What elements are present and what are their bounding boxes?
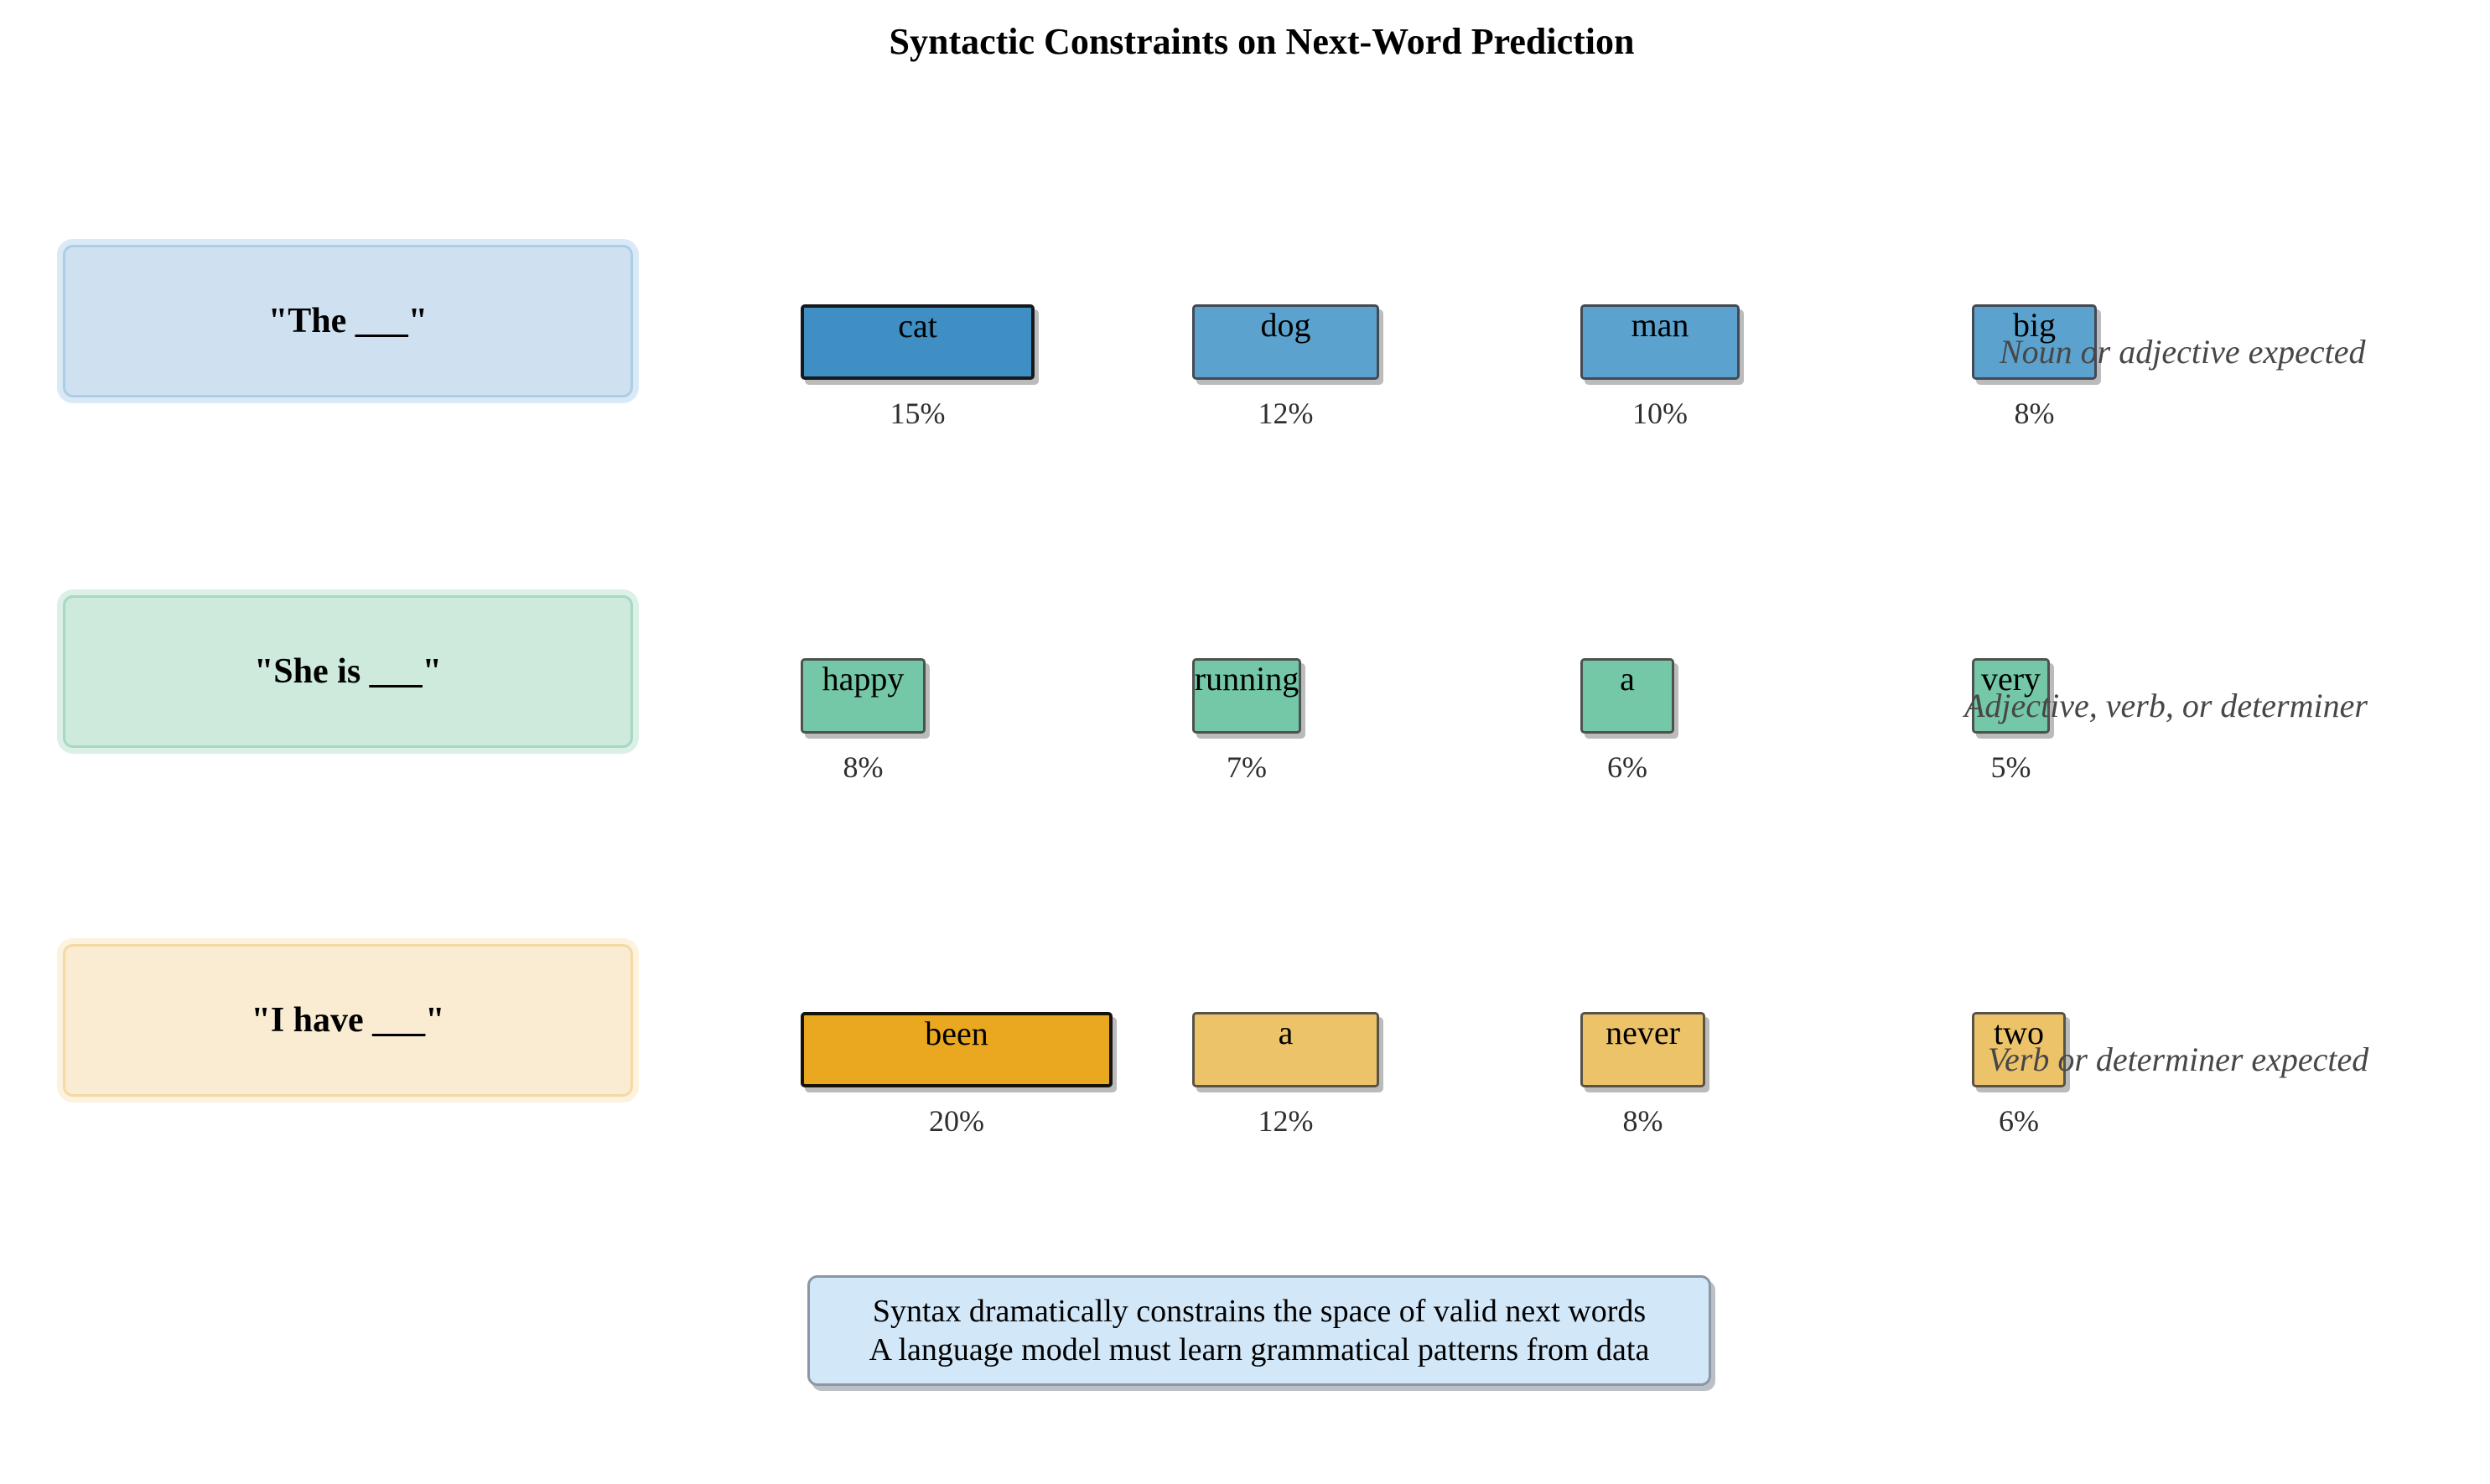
syntax-annotation-row1: Noun or adjective expected bbox=[2000, 333, 2366, 371]
prompt-box-the: "The ___" bbox=[63, 245, 633, 397]
bar-probability-label: 7% bbox=[1227, 750, 1267, 784]
prediction-bar-been: been bbox=[801, 1012, 1113, 1087]
prompt-box-she-is: "She is ___" bbox=[63, 595, 633, 748]
bar-probability-label: 8% bbox=[2014, 397, 2055, 430]
bar-probability-label: 12% bbox=[1258, 397, 1314, 430]
bar-word-label-man: man bbox=[1631, 306, 1689, 344]
bar-probability-label: 15% bbox=[890, 397, 946, 430]
prediction-bar-happy: happy bbox=[801, 658, 926, 734]
bar-word-label-a2: a bbox=[1278, 1014, 1294, 1051]
prediction-bar-big: big bbox=[1972, 304, 2097, 380]
bar-probability-label: 8% bbox=[1622, 1104, 1663, 1138]
bar-probability-label: 10% bbox=[1632, 397, 1688, 430]
bar-word-label-a: a bbox=[1620, 660, 1635, 698]
prediction-bar-a: a bbox=[1580, 658, 1674, 734]
bar-probability-label: 6% bbox=[1999, 1104, 2039, 1138]
bar-word-label-big: big bbox=[2012, 306, 2057, 344]
syntax-annotation-row3: Verb or determiner expected bbox=[1988, 1040, 2369, 1078]
bar-probability-label: 8% bbox=[843, 750, 884, 784]
bar-word-label-cat: cat bbox=[898, 307, 937, 345]
bar-probability-label: 12% bbox=[1258, 1104, 1314, 1138]
bar-word-label-been: been bbox=[925, 1014, 988, 1052]
bar-probability-label: 20% bbox=[929, 1104, 984, 1138]
prediction-bar-very: very bbox=[1972, 658, 2050, 734]
prediction-bar-running: running bbox=[1192, 658, 1301, 734]
bar-probability-label: 6% bbox=[1607, 750, 1647, 784]
bar-word-label-very: very bbox=[1980, 660, 2041, 698]
prompt-box-i-have: "I have ___" bbox=[63, 944, 633, 1097]
bar-word-label-happy: happy bbox=[822, 660, 905, 698]
bar-word-label-two: two bbox=[1994, 1014, 2044, 1051]
caption-line-2: A language model must learn grammatical … bbox=[869, 1332, 1650, 1367]
prompt-text-i-have: "I have ___" bbox=[251, 1001, 445, 1040]
prediction-bar-cat: cat bbox=[801, 304, 1035, 380]
prediction-bar-two: two bbox=[1972, 1012, 2066, 1087]
prediction-bar-never: never bbox=[1580, 1012, 1705, 1087]
caption-line-1: Syntax dramatically constrains the space… bbox=[872, 1294, 1647, 1329]
prediction-bar-a2: a bbox=[1192, 1012, 1379, 1087]
prompt-text-she-is: "She is ___" bbox=[253, 652, 442, 691]
bar-word-label-never: never bbox=[1606, 1014, 1680, 1051]
summary-caption-box: Syntax dramatically constrains the space… bbox=[807, 1275, 1711, 1386]
bar-probability-label: 5% bbox=[1990, 750, 2031, 784]
prediction-bar-dog: dog bbox=[1192, 304, 1379, 380]
syntax-annotation-row2: Adjective, verb, or determiner bbox=[1964, 687, 2368, 724]
bar-word-label-running: running bbox=[1194, 660, 1299, 698]
prompt-text-the: "The ___" bbox=[267, 302, 428, 340]
figure-title: Syntactic Constraints on Next-Word Predi… bbox=[889, 21, 1635, 62]
bar-word-label-dog: dog bbox=[1260, 306, 1311, 344]
prediction-bar-man: man bbox=[1580, 304, 1740, 380]
